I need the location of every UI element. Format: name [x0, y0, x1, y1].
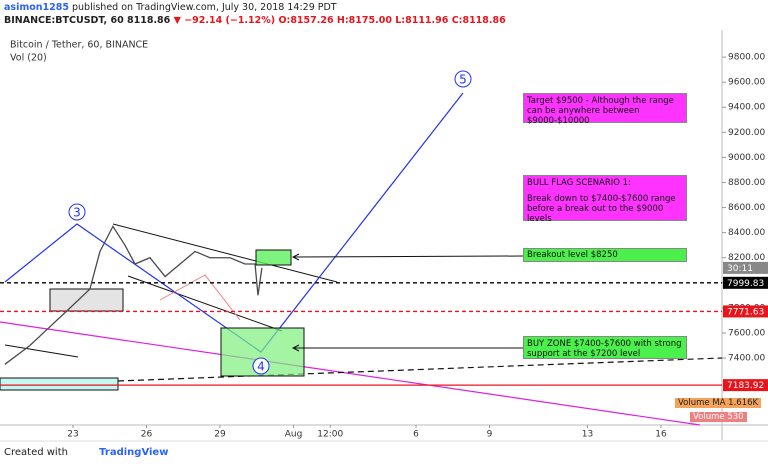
x-tick-label: 23 [67, 430, 78, 440]
trend-line [117, 357, 723, 382]
wave-label: 3 [73, 206, 81, 220]
x-tick-label: 9 [487, 430, 493, 440]
close: C:8118.86 [451, 15, 506, 26]
price-label-box [723, 305, 768, 318]
arrow-head [291, 344, 300, 352]
author[interactable]: asimon1285 [4, 2, 69, 13]
low: L:8111.96 [395, 15, 449, 26]
x-tick-label: 16 [655, 430, 667, 440]
change: ▼ −92.14 (−1.12%) [173, 15, 276, 26]
wave-circle [252, 357, 270, 375]
countdown-box [723, 261, 768, 274]
last: 8118.86 [127, 15, 171, 26]
drawings [0, 92, 723, 426]
x-tick-label: 13 [582, 430, 593, 440]
zone-box [0, 377, 119, 391]
wave-line [4, 92, 464, 353]
volume-value: 530 [727, 412, 744, 422]
annotation-line: Break down to $7400-$7600 range before a… [527, 194, 676, 224]
volume-ma-label: Volume MA [678, 398, 726, 408]
y-tick-label: 8600.00 [728, 203, 765, 213]
wave-labels: 3 4 5 [68, 70, 472, 375]
volume-ma-value: 1.616K [728, 398, 759, 408]
header-line: BINANCE:BTCUSDT, 60 8118.86 ▼ −92.14 (−1… [4, 15, 506, 26]
wave-label: 4 [257, 360, 265, 374]
path-line [159, 274, 241, 321]
annotation: BUY ZONE $7400-$7600 with strong support… [523, 336, 687, 359]
footer: Created with TradingView [4, 447, 168, 458]
price-label: 7183.92 [727, 381, 764, 391]
flag-line [127, 275, 283, 332]
x-tick-label: Aug [285, 430, 303, 440]
annotation: Target $9500 - Although the range can be… [523, 93, 687, 126]
wave-label: 5 [459, 73, 467, 87]
footer-brand[interactable]: TradingView [99, 447, 169, 458]
wave-circle [68, 203, 86, 221]
volume: Volume 530 [690, 412, 747, 422]
volume-ma: Volume MA 1.616K [675, 398, 762, 408]
countdown: 30:11 [727, 264, 753, 274]
y-tick-label: 8200.00 [728, 253, 765, 263]
volume-label: Volume [693, 412, 725, 422]
y-tick-label: 9000.00 [728, 153, 765, 163]
y-tick-label: 9800.00 [728, 53, 765, 63]
y-tick-label: 9400.00 [728, 103, 765, 113]
flag-line [112, 223, 338, 283]
plot-background [0, 30, 722, 425]
y-tick-label: 8800.00 [728, 178, 765, 188]
price-label-box [723, 276, 768, 289]
trend-line [4, 344, 79, 358]
annotation: BULL FLAG SCENARIO 1: Break down to $7400… [523, 175, 687, 224]
arrow-head [291, 253, 300, 261]
y-tick-label: 8400.00 [728, 228, 765, 238]
x-tick-label: 29 [214, 430, 226, 440]
price-label-box [723, 379, 768, 392]
chart-title: Bitcoin / Tether, 60, BINANCE [10, 40, 148, 51]
high: H:8175.00 [336, 15, 392, 26]
wave-circle [454, 70, 472, 88]
open: O:8157.26 [278, 15, 334, 26]
header-line: asimon1285 published on TradingView.com,… [4, 2, 337, 13]
trend-line [0, 321, 701, 426]
breakout-box [255, 249, 292, 266]
price-label: 7999.83 [727, 279, 764, 289]
y-tick-label: 7400.00 [728, 354, 765, 364]
y-tick-label: 9200.00 [728, 128, 765, 138]
y-tick-label: 9600.00 [728, 78, 765, 88]
annotation: Breakout level $8250 [523, 248, 687, 262]
symbol: BINANCE:BTCUSDT, 60 [4, 15, 124, 26]
x-tick-label: 6 [413, 430, 419, 440]
arrow [292, 255, 524, 258]
x-tick-label: 12:00 [317, 430, 343, 440]
price-label: 7771.63 [727, 307, 764, 317]
annotation-line: BULL FLAG SCENARIO 1: [527, 178, 631, 188]
price-line-series [4, 225, 263, 365]
published: published on TradingView.com, July 30, 2… [71, 2, 337, 13]
y-tick-label: 7600.00 [728, 328, 765, 338]
footer-prefix: Created with [4, 447, 68, 458]
chart-subtitle: Vol (20) [10, 53, 47, 64]
x-tick-label: 26 [141, 430, 153, 440]
